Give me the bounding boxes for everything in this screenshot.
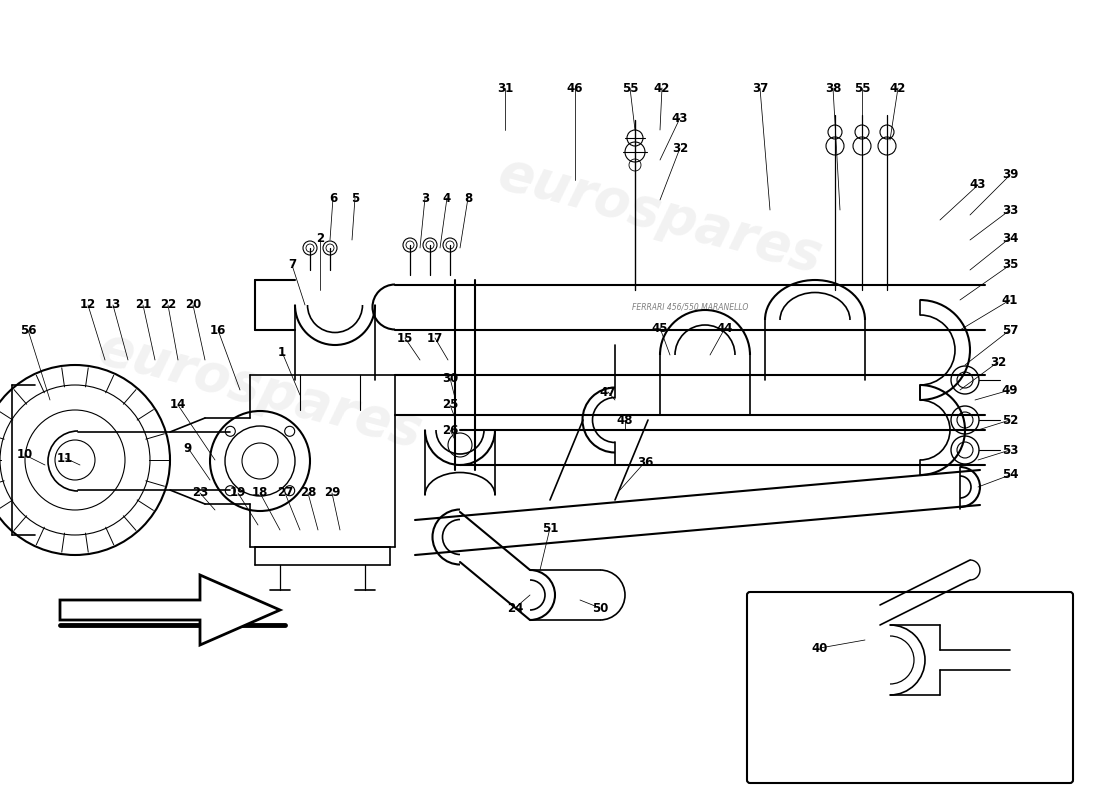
Text: 46: 46 bbox=[566, 82, 583, 94]
Text: 36: 36 bbox=[637, 455, 653, 469]
Text: 19: 19 bbox=[230, 486, 246, 499]
Text: 39: 39 bbox=[1002, 169, 1019, 182]
Text: 24: 24 bbox=[507, 602, 524, 614]
Text: FERRARI 456/550 MARANELLO: FERRARI 456/550 MARANELLO bbox=[631, 302, 748, 311]
Text: 4: 4 bbox=[443, 191, 451, 205]
Text: 42: 42 bbox=[653, 82, 670, 94]
Text: 57: 57 bbox=[1002, 323, 1019, 337]
Text: 22: 22 bbox=[160, 298, 176, 311]
Text: 51: 51 bbox=[542, 522, 558, 534]
Text: 11: 11 bbox=[57, 451, 73, 465]
Text: 7: 7 bbox=[288, 258, 296, 271]
Text: 33: 33 bbox=[1002, 203, 1019, 217]
Text: eurospares: eurospares bbox=[493, 146, 827, 283]
Text: 43: 43 bbox=[970, 178, 987, 191]
Text: 32: 32 bbox=[990, 355, 1006, 369]
Text: 13: 13 bbox=[104, 298, 121, 311]
Text: 25: 25 bbox=[442, 398, 459, 411]
Text: 30: 30 bbox=[442, 371, 458, 385]
Text: 27: 27 bbox=[277, 486, 293, 499]
Text: 47: 47 bbox=[600, 386, 616, 398]
Text: 21: 21 bbox=[135, 298, 151, 311]
Text: 34: 34 bbox=[1002, 231, 1019, 245]
Text: 56: 56 bbox=[20, 323, 36, 337]
Text: 53: 53 bbox=[1002, 443, 1019, 457]
Text: 45: 45 bbox=[651, 322, 669, 334]
Text: 44: 44 bbox=[717, 322, 734, 334]
Text: 2: 2 bbox=[316, 231, 324, 245]
Text: 42: 42 bbox=[890, 82, 906, 94]
Text: 35: 35 bbox=[1002, 258, 1019, 271]
Text: 41: 41 bbox=[1002, 294, 1019, 306]
Text: 1: 1 bbox=[278, 346, 286, 358]
Text: eurospares: eurospares bbox=[92, 322, 428, 458]
Text: 50: 50 bbox=[592, 602, 608, 614]
Text: 5: 5 bbox=[351, 191, 359, 205]
Text: 31: 31 bbox=[497, 82, 513, 94]
Text: 32: 32 bbox=[672, 142, 689, 154]
Text: 15: 15 bbox=[397, 331, 414, 345]
Text: 55: 55 bbox=[621, 82, 638, 94]
Text: 29: 29 bbox=[323, 486, 340, 499]
Text: 52: 52 bbox=[1002, 414, 1019, 426]
Text: 6: 6 bbox=[329, 191, 337, 205]
Text: 28: 28 bbox=[300, 486, 316, 499]
Text: 16: 16 bbox=[210, 323, 227, 337]
Polygon shape bbox=[60, 575, 280, 645]
Text: 12: 12 bbox=[80, 298, 96, 311]
Text: 9: 9 bbox=[184, 442, 192, 454]
Text: 43: 43 bbox=[672, 111, 689, 125]
Text: 54: 54 bbox=[1002, 469, 1019, 482]
Text: 18: 18 bbox=[252, 486, 268, 499]
Text: 26: 26 bbox=[442, 423, 459, 437]
Text: 14: 14 bbox=[169, 398, 186, 411]
Text: 3: 3 bbox=[421, 191, 429, 205]
Text: 20: 20 bbox=[185, 298, 201, 311]
Text: 55: 55 bbox=[854, 82, 870, 94]
Text: 40: 40 bbox=[812, 642, 828, 654]
Text: 49: 49 bbox=[1002, 383, 1019, 397]
Text: 38: 38 bbox=[825, 82, 842, 94]
Text: 10: 10 bbox=[16, 449, 33, 462]
Text: 17: 17 bbox=[427, 331, 443, 345]
Text: 37: 37 bbox=[752, 82, 768, 94]
FancyBboxPatch shape bbox=[747, 592, 1072, 783]
Text: 48: 48 bbox=[617, 414, 634, 426]
Text: 8: 8 bbox=[464, 191, 472, 205]
Text: 23: 23 bbox=[191, 486, 208, 499]
